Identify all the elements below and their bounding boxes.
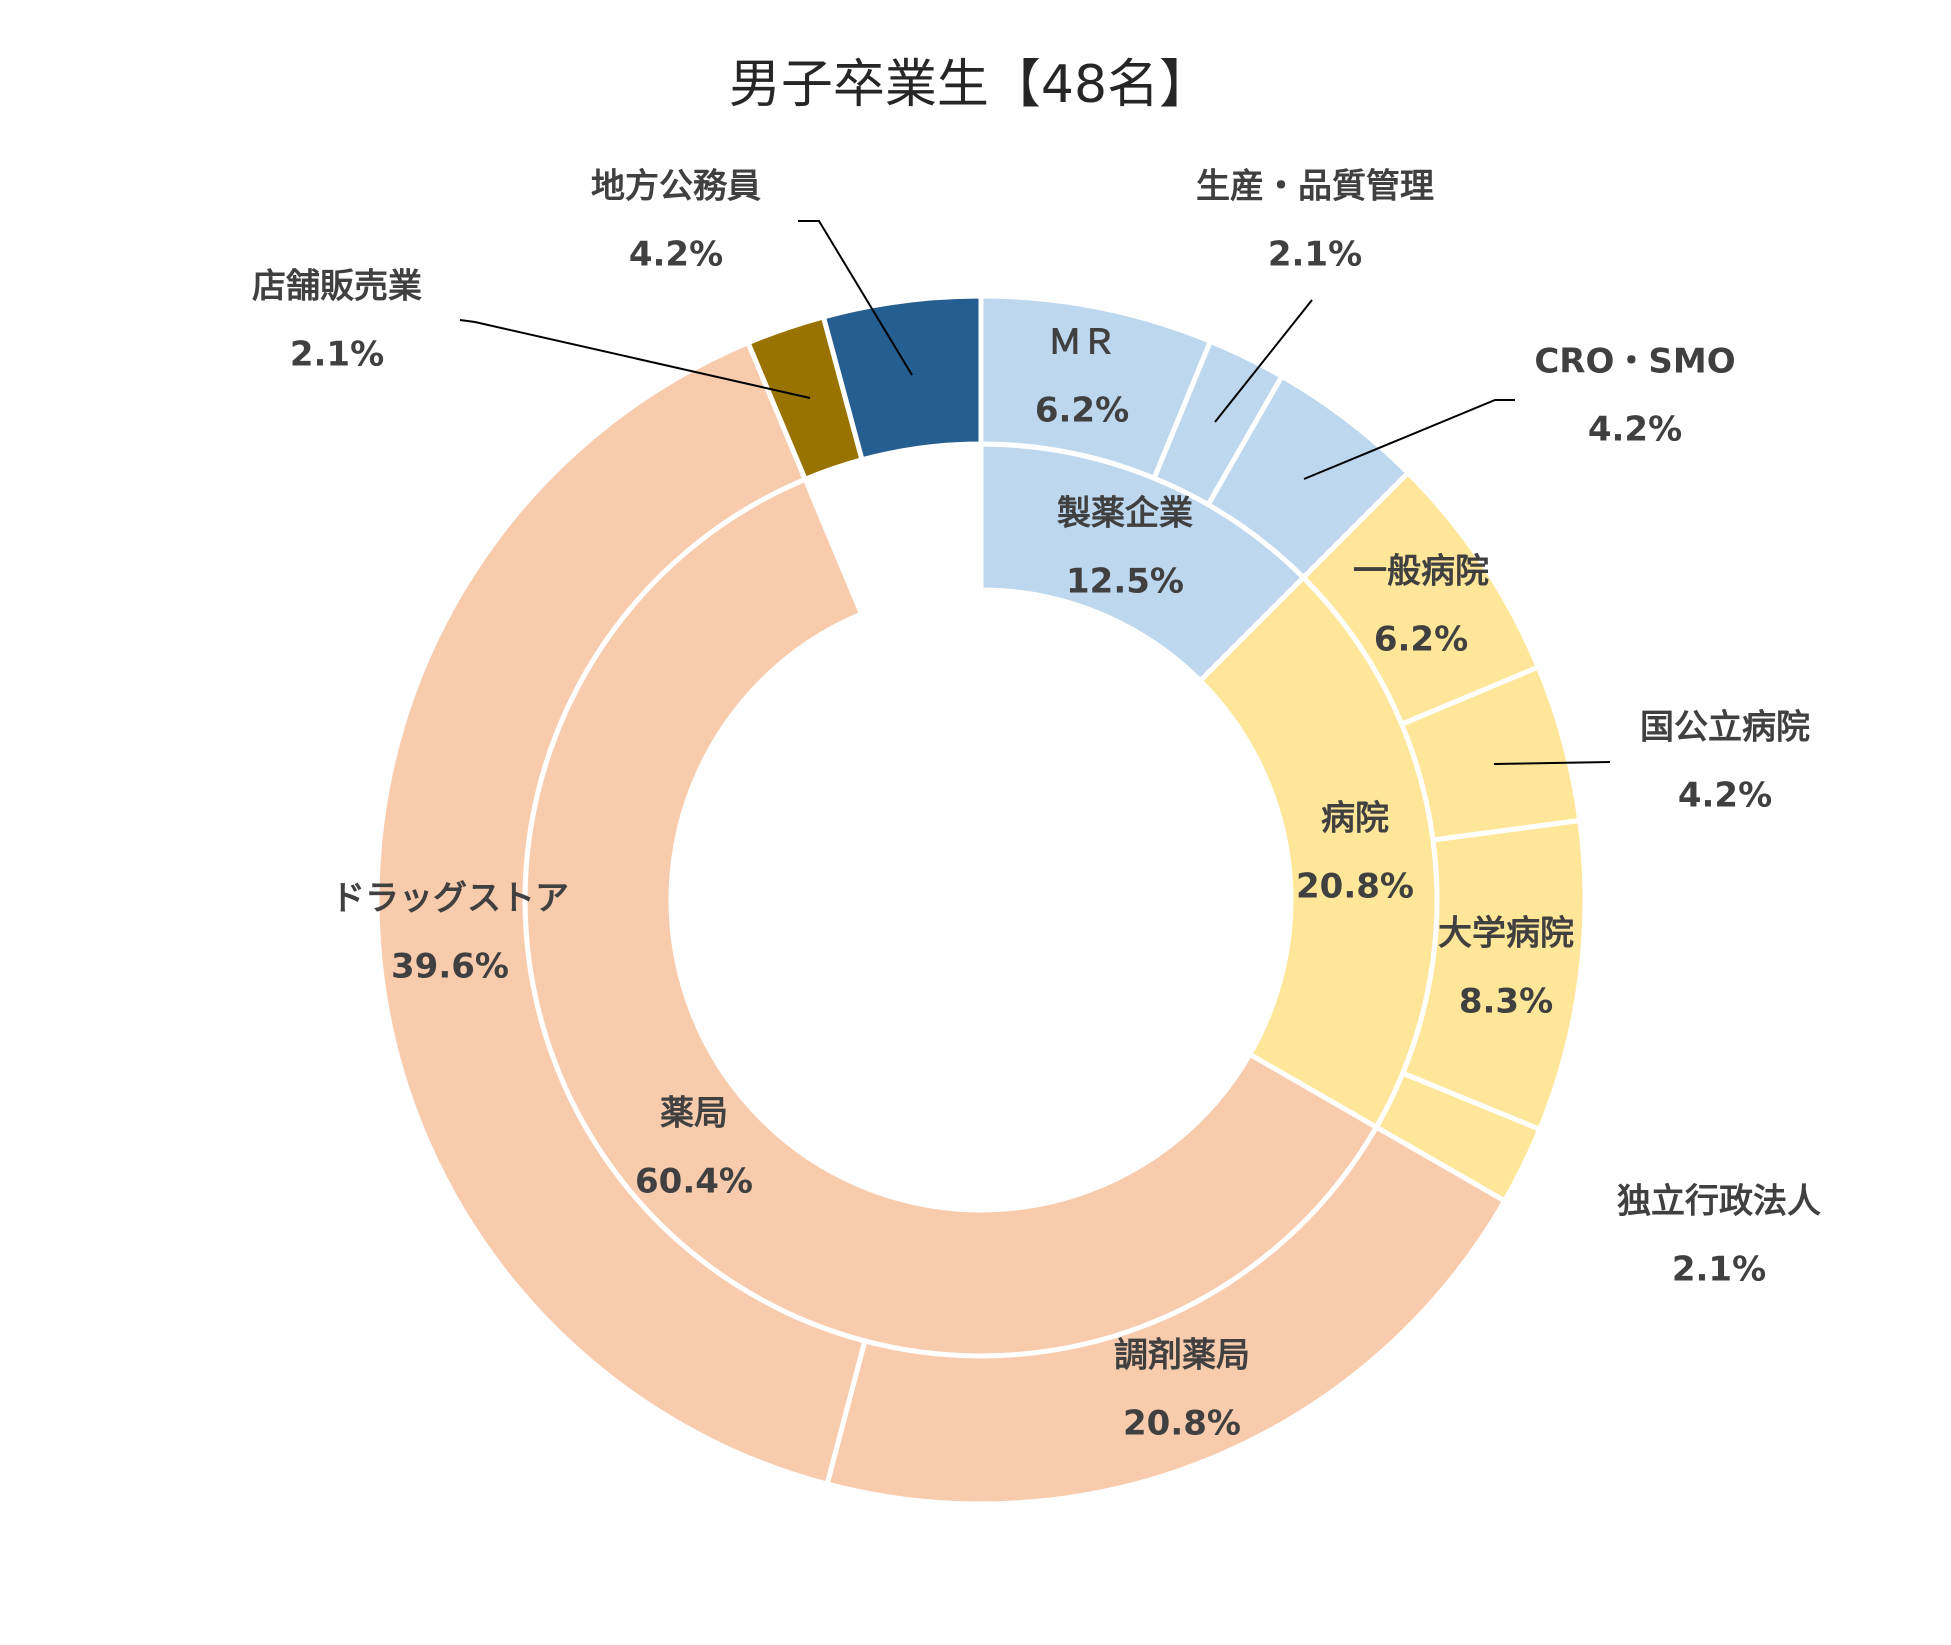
slice-value-label: 2.1%	[1672, 1250, 1766, 1290]
leader-line	[1493, 761, 1611, 765]
slice-value-label: 2.1%	[290, 335, 384, 375]
donut-slice	[820, 293, 984, 463]
slice-value-label: 4.2%	[629, 235, 723, 275]
leader-line	[459, 319, 811, 399]
slice-value-label: 6.2%	[1374, 620, 1468, 660]
slice-value-label: 60.4%	[635, 1162, 753, 1202]
leader-line	[1303, 399, 1515, 480]
leader-line	[1214, 299, 1313, 423]
slice-value-label: 4.2%	[1588, 410, 1682, 450]
donut-slice	[824, 1123, 1509, 1507]
slice-label: ドラッグストア	[331, 879, 569, 919]
slice-label: 製薬企業	[1057, 494, 1193, 534]
slice-label: 地方公務員	[591, 167, 761, 207]
slice-value-label: 20.8%	[1296, 867, 1414, 907]
slice-value-label: 6.2%	[1035, 391, 1129, 431]
slice-value-label: 4.2%	[1678, 776, 1772, 816]
slice-label: 生産・品質管理	[1196, 167, 1434, 207]
slice-label: CRO・SMO	[1534, 342, 1735, 382]
donut-slice	[374, 339, 868, 1488]
slice-value-label: 39.6%	[391, 947, 509, 987]
slice-value-label: 2.1%	[1268, 235, 1362, 275]
slice-value-label: 12.5%	[1066, 562, 1184, 602]
slice-label: ＭＲ	[1048, 323, 1116, 363]
slice-label: 店舗販売業	[252, 267, 422, 307]
slice-value-label: 20.8%	[1123, 1404, 1241, 1444]
slice-label: 国公立病院	[1640, 708, 1810, 748]
slice-label: 調剤薬局	[1114, 1336, 1250, 1376]
slice-label: 一般病院	[1353, 552, 1489, 592]
chart-title: 男子卒業生【48名】	[729, 55, 1211, 115]
slice-label: 大学病院	[1438, 914, 1574, 954]
leader-line	[798, 220, 913, 376]
slice-label: 独立行政法人	[1617, 1182, 1821, 1222]
slice-value-label: 8.3%	[1459, 982, 1553, 1022]
slice-label: 病院	[1321, 799, 1389, 839]
slice-label: 薬局	[660, 1094, 728, 1134]
